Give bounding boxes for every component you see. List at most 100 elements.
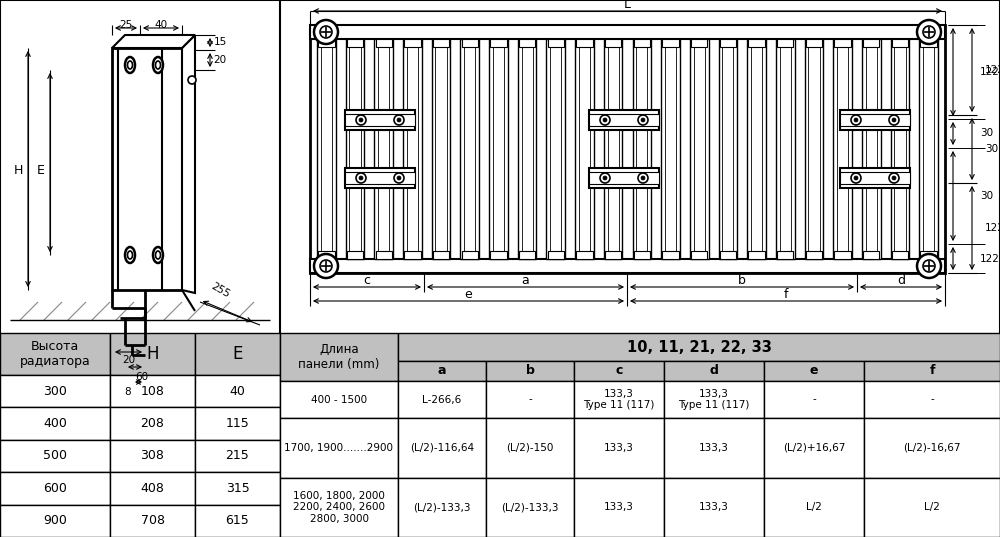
Text: -: - xyxy=(528,395,532,404)
Bar xyxy=(864,381,1000,418)
Bar xyxy=(486,418,574,477)
Bar xyxy=(777,39,793,47)
Text: L/2: L/2 xyxy=(806,502,822,512)
Text: 15: 15 xyxy=(213,37,227,47)
Text: 30: 30 xyxy=(980,128,993,139)
Bar xyxy=(195,505,280,537)
Text: (L/2)-116,64: (L/2)-116,64 xyxy=(410,443,474,453)
Bar xyxy=(460,39,479,259)
Text: 408: 408 xyxy=(141,482,164,495)
Bar xyxy=(720,39,736,47)
Circle shape xyxy=(603,118,607,122)
Bar xyxy=(347,251,363,259)
Bar xyxy=(318,39,335,47)
Circle shape xyxy=(320,260,332,272)
Bar xyxy=(920,251,937,259)
Bar xyxy=(398,361,486,381)
Text: H: H xyxy=(14,163,23,177)
Bar xyxy=(776,39,795,259)
Text: L: L xyxy=(624,0,631,11)
Text: 8: 8 xyxy=(125,387,131,397)
Bar xyxy=(110,440,195,472)
Bar xyxy=(864,418,1000,477)
Bar xyxy=(892,251,908,259)
Bar xyxy=(110,375,195,408)
Text: c: c xyxy=(615,365,623,378)
Bar xyxy=(920,39,937,47)
Text: L/2: L/2 xyxy=(924,502,940,512)
Bar xyxy=(661,39,680,259)
Circle shape xyxy=(638,173,648,183)
Bar xyxy=(662,251,679,259)
Bar xyxy=(345,114,415,126)
Bar xyxy=(403,39,422,259)
Ellipse shape xyxy=(128,251,132,259)
Text: a: a xyxy=(522,273,529,287)
Bar xyxy=(0,408,110,440)
Bar xyxy=(462,251,478,259)
Ellipse shape xyxy=(153,57,163,73)
Bar xyxy=(764,418,864,477)
Circle shape xyxy=(917,20,941,44)
Bar xyxy=(720,251,736,259)
Circle shape xyxy=(394,173,404,183)
Ellipse shape xyxy=(128,61,132,69)
Text: 108: 108 xyxy=(141,384,164,398)
Text: 40: 40 xyxy=(230,384,245,398)
Circle shape xyxy=(600,115,610,125)
Circle shape xyxy=(917,254,941,278)
Bar xyxy=(747,39,766,259)
Bar xyxy=(574,381,664,418)
Bar xyxy=(345,172,415,184)
Ellipse shape xyxy=(153,247,163,263)
Text: 600: 600 xyxy=(43,482,67,495)
Text: (L/2)-133,3: (L/2)-133,3 xyxy=(501,502,559,512)
Bar xyxy=(110,472,195,505)
Bar xyxy=(376,251,392,259)
Bar xyxy=(489,39,508,259)
Bar xyxy=(633,39,651,259)
Bar xyxy=(110,408,195,440)
Polygon shape xyxy=(182,35,195,293)
Text: b: b xyxy=(738,273,746,287)
Text: f: f xyxy=(784,287,788,301)
Text: 20: 20 xyxy=(213,55,227,65)
Text: 133,3: 133,3 xyxy=(699,443,729,453)
Bar xyxy=(195,440,280,472)
Ellipse shape xyxy=(156,251,160,259)
Bar xyxy=(112,48,182,290)
Bar xyxy=(0,472,110,505)
Text: 25: 25 xyxy=(119,20,133,30)
Circle shape xyxy=(603,176,607,180)
Circle shape xyxy=(394,115,404,125)
Bar xyxy=(486,477,574,537)
Bar xyxy=(862,39,881,259)
Bar xyxy=(346,39,364,259)
Text: 900: 900 xyxy=(43,514,67,527)
Bar xyxy=(548,39,564,47)
Bar xyxy=(546,39,565,259)
Bar xyxy=(195,408,280,440)
Text: a: a xyxy=(438,365,446,378)
Bar xyxy=(574,361,664,381)
Text: (L/2)-133,3: (L/2)-133,3 xyxy=(413,502,471,512)
Bar xyxy=(864,477,1000,537)
Bar xyxy=(195,472,280,505)
Bar xyxy=(110,333,195,375)
Text: 400 - 1500: 400 - 1500 xyxy=(311,395,367,404)
Text: 115: 115 xyxy=(226,417,249,430)
Text: 255: 255 xyxy=(209,281,231,299)
Circle shape xyxy=(854,176,858,180)
Text: 315: 315 xyxy=(226,482,249,495)
Text: Длина
панели (mm): Длина панели (mm) xyxy=(298,343,380,371)
Bar xyxy=(589,114,659,126)
Circle shape xyxy=(397,118,401,122)
Bar xyxy=(691,39,707,47)
Circle shape xyxy=(356,115,366,125)
Bar xyxy=(462,39,478,47)
Circle shape xyxy=(320,26,332,38)
Circle shape xyxy=(359,118,363,122)
Circle shape xyxy=(188,76,196,84)
Polygon shape xyxy=(112,35,195,48)
Bar xyxy=(805,39,823,259)
